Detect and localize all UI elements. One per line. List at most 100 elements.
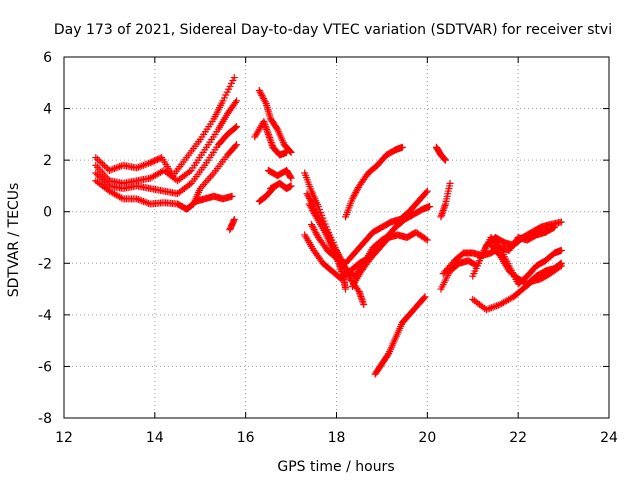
- x-tick-label: 16: [237, 430, 255, 446]
- x-tick-label: 22: [509, 430, 527, 446]
- x-tick-label: 20: [418, 430, 436, 446]
- data-point: [287, 174, 295, 182]
- y-tick-label: -6: [38, 359, 52, 375]
- data-point: [309, 224, 317, 232]
- data-point: [353, 187, 361, 195]
- data-point: [114, 163, 122, 171]
- data-point: [185, 181, 193, 189]
- data-point: [312, 229, 320, 237]
- series-arc-26: [469, 262, 565, 314]
- data-point: [97, 158, 105, 166]
- data-point: [136, 196, 144, 204]
- data-point: [486, 304, 494, 312]
- y-tick-label: 6: [43, 50, 52, 66]
- series-arc-18: [342, 143, 406, 221]
- data-point: [310, 208, 318, 216]
- data-point: [273, 124, 281, 132]
- data-point: [92, 169, 100, 177]
- data-point: [421, 293, 429, 301]
- data-point: [305, 193, 313, 201]
- data-point: [258, 91, 266, 99]
- data-point: [354, 286, 362, 294]
- x-tick-label: 14: [146, 430, 164, 446]
- data-point: [313, 230, 321, 238]
- series-arc-9: [264, 166, 295, 182]
- data-point: [133, 195, 141, 203]
- data-point: [143, 199, 151, 207]
- data-point: [308, 222, 316, 230]
- data-point: [102, 163, 110, 171]
- data-point: [308, 221, 316, 229]
- data-point: [138, 197, 146, 205]
- data-point: [143, 160, 151, 168]
- data-point: [305, 200, 313, 208]
- data-point: [489, 303, 497, 311]
- series-arc-7: [255, 87, 295, 156]
- data-point: [287, 182, 295, 190]
- x-tick-label: 24: [600, 430, 618, 446]
- data-point: [233, 97, 241, 105]
- data-point: [354, 185, 362, 193]
- data-point: [92, 154, 100, 162]
- data-point: [350, 192, 358, 200]
- data-point: [309, 206, 317, 214]
- data-point: [311, 211, 319, 219]
- data-point: [303, 190, 311, 198]
- data-point: [311, 227, 319, 235]
- data-point: [494, 301, 502, 309]
- data-point: [310, 210, 318, 218]
- data-point: [308, 205, 316, 213]
- data-point: [426, 203, 434, 211]
- y-tick-label: 4: [43, 102, 52, 118]
- data-point: [482, 306, 490, 314]
- data-point: [348, 195, 356, 203]
- data-point: [185, 168, 193, 176]
- data-point: [556, 263, 564, 271]
- data-point: [269, 185, 277, 193]
- data-point: [342, 285, 350, 293]
- data-point: [139, 197, 147, 205]
- data-point: [398, 143, 406, 151]
- data-point: [97, 174, 105, 182]
- y-tick-label: 2: [43, 153, 52, 169]
- data-point: [260, 95, 268, 103]
- series-arc-5: [192, 192, 236, 205]
- data-point: [422, 188, 430, 196]
- data-point: [228, 192, 236, 200]
- data-point: [360, 301, 368, 309]
- data-point: [145, 159, 153, 167]
- plot-frame: [63, 56, 610, 419]
- data-point: [99, 175, 107, 183]
- data-point: [93, 155, 101, 163]
- data-point: [495, 243, 503, 251]
- series-arc-10: [267, 179, 295, 193]
- y-tick-label: 0: [43, 205, 52, 221]
- data-point: [256, 88, 264, 96]
- series-arc-2: [92, 97, 241, 187]
- data-point: [268, 185, 276, 193]
- data-point: [99, 160, 107, 168]
- chart-title: Day 173 of 2021, Sidereal Day-to-day VTE…: [54, 22, 612, 38]
- data-point: [304, 191, 312, 199]
- series-arc-8: [251, 117, 291, 159]
- data-point: [230, 215, 238, 223]
- data-point: [423, 236, 431, 244]
- data-point: [259, 93, 267, 101]
- series-arc-16: [301, 203, 434, 283]
- data-point: [442, 156, 449, 164]
- data-point: [141, 161, 149, 169]
- data-point: [107, 166, 115, 174]
- x-axis-label: GPS time / hours: [277, 459, 394, 475]
- data-point: [351, 190, 359, 198]
- data-point: [141, 198, 149, 206]
- data-point: [307, 203, 315, 211]
- data-point: [231, 98, 239, 106]
- data-point: [491, 302, 499, 310]
- data-point: [557, 262, 565, 270]
- data-point: [261, 98, 269, 106]
- data-point: [138, 162, 146, 170]
- y-axis-label: SDTVAR / TECUs: [6, 183, 22, 298]
- series-arc-17: [348, 228, 431, 290]
- data-point: [95, 157, 103, 165]
